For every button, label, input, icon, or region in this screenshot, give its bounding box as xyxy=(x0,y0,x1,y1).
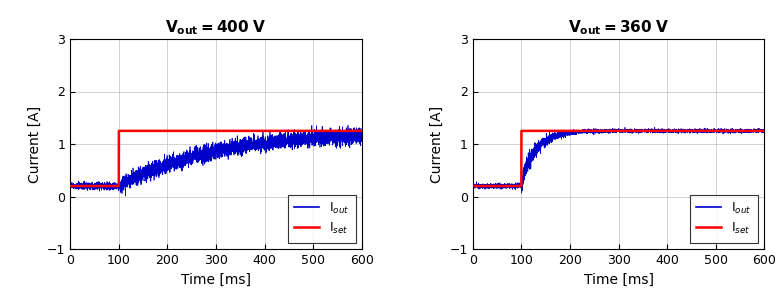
X-axis label: Time [ms]: Time [ms] xyxy=(181,272,251,286)
Y-axis label: Current [A]: Current [A] xyxy=(27,105,41,183)
X-axis label: Time [ms]: Time [ms] xyxy=(583,272,654,286)
Y-axis label: Current [A]: Current [A] xyxy=(430,105,444,183)
Legend: I$_{out}$, I$_{set}$: I$_{out}$, I$_{set}$ xyxy=(690,195,758,243)
Title: $\mathbf{V_{out} = 360\ V}$: $\mathbf{V_{out} = 360\ V}$ xyxy=(568,18,669,37)
Title: $\mathbf{V_{out} = 400\ V}$: $\mathbf{V_{out} = 400\ V}$ xyxy=(165,18,267,37)
Legend: I$_{out}$, I$_{set}$: I$_{out}$, I$_{set}$ xyxy=(288,195,356,243)
